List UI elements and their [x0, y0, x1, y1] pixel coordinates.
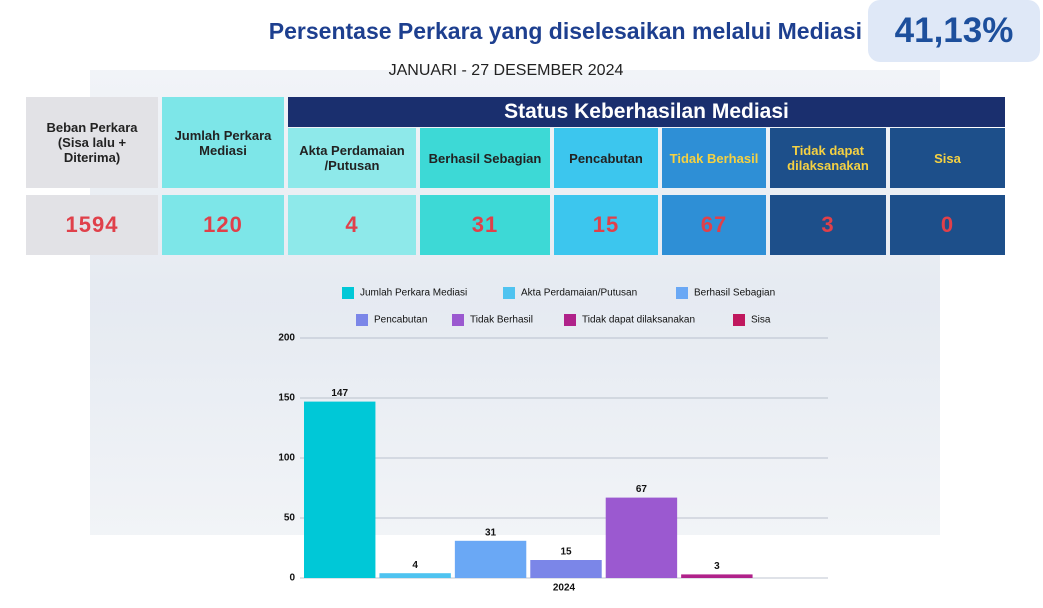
y-tick-label: 50	[284, 513, 296, 524]
value-cell: 1594	[26, 195, 158, 255]
data-label: 67	[636, 484, 648, 495]
column-header: Berhasil Sebagian	[420, 128, 550, 188]
y-tick-label: 150	[278, 393, 295, 404]
column-header: Pencabutan	[554, 128, 658, 188]
legend-label: Akta Perdamaian/Putusan	[521, 288, 637, 299]
legend-swatch	[564, 314, 576, 326]
column-header: Beban Perkara (Sisa lalu + Diterima)	[26, 97, 158, 188]
value-cell: 0	[890, 195, 1005, 255]
legend-swatch	[733, 314, 745, 326]
y-tick-label: 100	[278, 453, 295, 464]
bar	[304, 401, 376, 578]
legend-label: Berhasil Sebagian	[694, 288, 775, 299]
percentage: 41,13%	[868, 0, 1040, 62]
legend-label: Pencabutan	[374, 315, 427, 326]
value-cell: 15	[554, 195, 658, 255]
bar	[379, 573, 451, 578]
legend-label: Tidak Berhasil	[470, 315, 533, 326]
column-header: Tidak Berhasil	[662, 128, 766, 188]
data-label: 4	[412, 560, 418, 571]
y-tick-label: 0	[289, 573, 295, 584]
title: Persentase Perkara yang diselesaikan mel…	[268, 18, 862, 44]
column-header: Sisa	[890, 128, 1005, 188]
legend-swatch	[356, 314, 368, 326]
column-header: Jumlah Perkara Mediasi	[162, 97, 284, 188]
legend-swatch	[676, 287, 688, 299]
value-cell: 31	[420, 195, 550, 255]
data-label: 3	[714, 561, 720, 572]
column-header: Akta Perdamaian /Putusan	[288, 128, 416, 188]
period: JANUARI - 27 DESEMBER 2024	[388, 62, 624, 79]
data-label: 147	[331, 388, 348, 399]
data-label: 31	[485, 527, 497, 538]
bar	[681, 574, 753, 578]
x-tick-label: 2024	[553, 583, 576, 594]
legend-label: Tidak dapat dilaksanakan	[582, 315, 695, 326]
data-label: 15	[560, 547, 572, 558]
y-tick-label: 200	[278, 333, 295, 344]
value-cell: 120	[162, 195, 284, 255]
legend-swatch	[452, 314, 464, 326]
column-header: Tidak dapat dilaksanakan	[770, 128, 886, 188]
value-cell: 67	[662, 195, 766, 255]
legend-swatch	[342, 287, 354, 299]
value-cell: 3	[770, 195, 886, 255]
group-header: Status Keberhasilan Mediasi	[288, 97, 1005, 127]
legend-label: Jumlah Perkara Mediasi	[360, 288, 467, 299]
value-cell: 4	[288, 195, 416, 255]
bar	[454, 540, 527, 578]
bar	[605, 497, 678, 578]
bar	[530, 560, 602, 578]
legend-label: Sisa	[751, 315, 771, 326]
legend-swatch	[503, 287, 515, 299]
